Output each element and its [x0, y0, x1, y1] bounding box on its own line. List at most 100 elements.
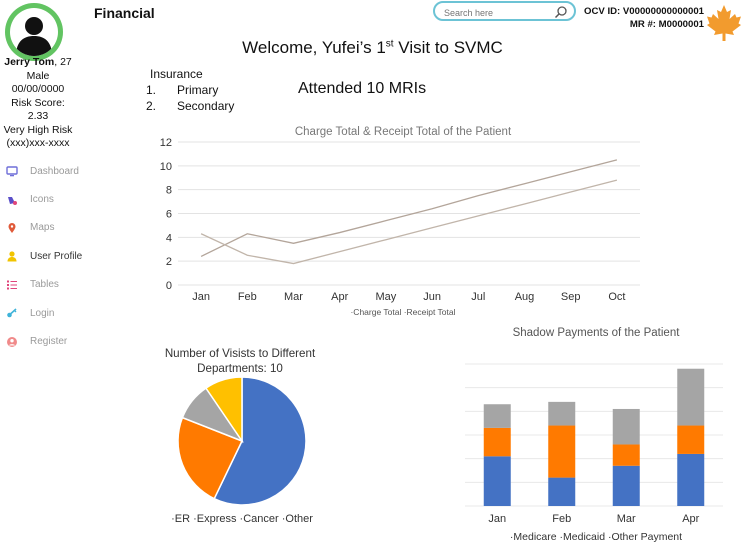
ocv-id: OCV ID: V00000000000001 — [583, 6, 704, 17]
search-icon[interactable] — [554, 5, 568, 19]
sidebar-item-label: Icons — [30, 194, 54, 206]
insurance-item-secondary[interactable]: 2. Secondary — [146, 98, 234, 114]
line-chart-xtick-label: Mar — [284, 291, 303, 303]
bar-mar-medicare — [612, 465, 640, 506]
patient-phone: (xxx)xxx-xxxx — [6, 137, 70, 149]
sidebar-item-user-profile[interactable]: User Profile — [6, 242, 126, 270]
sidebar-item-tables[interactable]: Tables — [6, 271, 126, 299]
sidebar-item-login[interactable]: Login — [6, 299, 126, 327]
bar-apr-other-payment — [677, 368, 705, 426]
line-chart-ytick-label: 0 — [166, 280, 172, 292]
bar-chart-xtick-label: Mar — [617, 513, 636, 525]
bar-jan-medicaid — [483, 427, 511, 457]
line-chart-ytick-label: 6 — [166, 209, 172, 221]
insurance-item-label: Secondary — [177, 99, 235, 113]
line-chart: Charge Total & Receipt Total of the Pati… — [160, 126, 640, 317]
sidebar-item-icons[interactable]: Icons — [6, 185, 126, 213]
sidebar-item-label: User Profile — [30, 250, 83, 262]
user-silhouette-icon — [16, 17, 52, 56]
map-pin-icon — [8, 222, 16, 233]
mri-summary: Attended 10 MRIs — [298, 80, 427, 97]
line-chart-xtick-label: May — [376, 291, 397, 303]
line-chart-xtick-label: Aug — [515, 291, 535, 303]
patient-risk-level: Very High Risk — [3, 123, 73, 136]
search-box — [433, 1, 576, 21]
pie-slice-er — [213, 376, 307, 506]
line-chart-ytick-label: 12 — [160, 137, 172, 149]
patient-ids: OCV ID: V00000000000001 MR #: M0000001 — [580, 5, 704, 31]
pie-chart-legend: ·ER ·Express ·Cancer ·Other — [171, 513, 313, 525]
line-chart-ytick-label: 10 — [160, 161, 172, 173]
welcome-superscript: st — [385, 38, 394, 50]
patient-name-line: Jerry Tom, 27 — [0, 56, 76, 70]
sidebar-item-label: Tables — [30, 279, 59, 291]
key-icon — [7, 308, 17, 318]
pie-chart-title: Number of Visists to Different Departmen… — [155, 346, 325, 376]
bar-mar-other-payment — [612, 408, 640, 445]
welcome-heading: Welcome, Yufei’s 1st Visit to SVMC — [220, 38, 525, 58]
monitor-icon — [6, 166, 18, 177]
insurance-heading: Insurance — [150, 67, 203, 81]
bar-jan-medicare — [483, 456, 511, 506]
bar-mar-medicaid — [612, 444, 640, 466]
bar-feb-other-payment — [548, 401, 576, 426]
line-chart-ytick-label: 4 — [166, 232, 172, 244]
sidebar-item-dashboard[interactable]: Dashboard — [6, 157, 126, 185]
bar-jan-other-payment — [483, 404, 511, 428]
bar-apr-medicare — [677, 453, 705, 506]
line-chart-series-receipt-total — [200, 179, 618, 265]
sidebar-item-label: Maps — [30, 222, 55, 234]
bar-chart: Shadow Payments of the Patient Jan Feb Mar… — [465, 327, 723, 543]
welcome-prefix: Welcome, Yufei’s 1 — [242, 38, 386, 57]
bar-chart-title: Shadow Payments of the Patient — [513, 327, 681, 339]
insurance-item-primary[interactable]: 1. Primary — [146, 82, 234, 98]
sidebar-item-maps[interactable]: Maps — [6, 214, 126, 242]
search-input[interactable] — [444, 6, 556, 20]
line-chart-ytick-label: 8 — [166, 185, 172, 197]
patient-name: Jerry Tom — [4, 56, 55, 68]
line-chart-ytick-label: 2 — [166, 256, 172, 268]
patient-sex: Male — [26, 69, 50, 82]
insurance-item-label: Primary — [177, 83, 219, 97]
line-chart-legend: ·Charge Total ·Receipt Total — [350, 307, 455, 317]
user-circle-icon — [7, 336, 17, 347]
line-chart-xtick-label: Oct — [608, 291, 625, 303]
pie-title-line2: Departments: 10 — [197, 362, 283, 375]
maple-leaf-icon — [707, 5, 741, 41]
welcome-suffix: Visit to SVMC — [393, 38, 503, 57]
page-title: Financial — [94, 5, 155, 21]
bar-chart-legend: ·Medicare ·Medicaid ·Other Payment — [510, 531, 682, 543]
pie-chart: ·ER ·Express ·Cancer ·Other — [171, 376, 313, 525]
line-chart-xtick-label: Sep — [561, 291, 581, 303]
palette-icon — [8, 196, 17, 205]
line-chart-title: Charge Total & Receipt Total of the Pati… — [295, 126, 512, 138]
pie-title-line1: Number of Visists to Different — [164, 347, 316, 360]
bar-chart-xtick-label: Feb — [552, 513, 571, 525]
sidebar-item-register[interactable]: Register — [6, 327, 126, 355]
bar-feb-medicaid — [548, 425, 576, 478]
pie-slice-other — [204, 376, 243, 444]
mr-number: MR #: M0000001 — [629, 19, 704, 30]
bar-chart-xtick-label: Jan — [488, 513, 506, 525]
sidebar-item-label: Register — [30, 336, 68, 348]
line-chart-xtick-label: Feb — [238, 291, 257, 303]
insurance-item-number: 2. — [146, 99, 157, 113]
line-chart-xtick-label: Jan — [192, 291, 210, 303]
bar-apr-medicaid — [677, 425, 705, 454]
insurance-item-number: 1. — [146, 83, 157, 97]
sidebar-item-label: Dashboard — [30, 165, 79, 177]
insurance-list: Insurance 1. Primary 2. Secondary — [146, 66, 234, 114]
line-chart-xtick-label: Apr — [331, 291, 348, 303]
sidebar-nav: Dashboard Icons Maps User Profile Tables… — [6, 157, 126, 356]
avatar-inner — [10, 8, 58, 56]
list-icon — [7, 280, 17, 290]
line-chart-xtick-label: Jul — [471, 291, 485, 303]
user-icon — [7, 251, 17, 262]
bar-feb-medicare — [548, 477, 576, 506]
line-chart-series-charge-total — [200, 159, 618, 257]
avatar — [5, 3, 63, 61]
patient-risk-score: Risk Score: 2.33 — [11, 96, 65, 123]
sidebar-item-label: Login — [30, 307, 55, 319]
patient-dob: 00/00/0000 — [11, 83, 65, 95]
pie-slice-express — [177, 416, 244, 500]
